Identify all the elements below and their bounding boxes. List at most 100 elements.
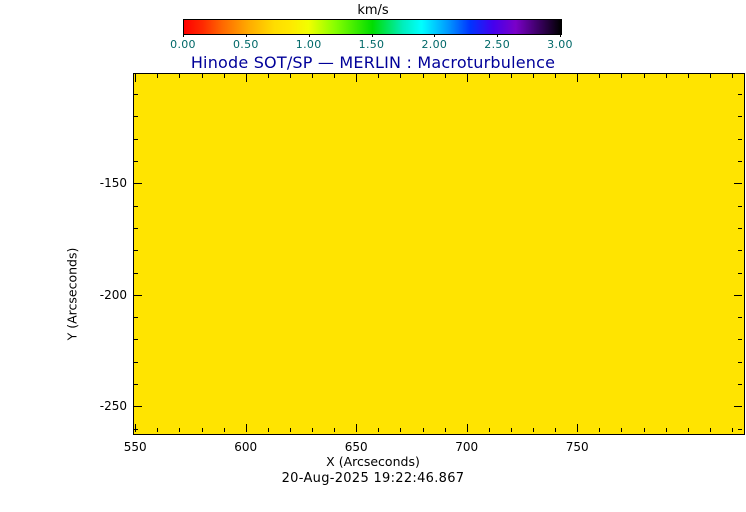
colorbar-tick-label: 1.00 [295,38,322,51]
y-minor-tick-left [134,161,138,163]
x-major-tick-top [356,74,358,82]
x-minor-tick-bottom [201,428,203,432]
x-minor-tick-bottom [687,428,689,432]
x-tick-label: 700 [455,440,479,454]
x-minor-tick-bottom [510,428,512,432]
colorbar-tick-label: 3.00 [547,38,573,51]
x-major-tick-top [466,74,468,82]
x-tick-label: 650 [344,440,368,454]
x-minor-tick-bottom [334,428,336,432]
y-minor-tick-left [134,428,138,430]
x-major-tick-bottom [577,424,579,432]
x-minor-tick-bottom [267,428,269,432]
y-minor-tick-right [738,227,742,229]
x-minor-tick-top [665,74,667,78]
x-minor-tick-bottom [444,428,446,432]
x-minor-tick-bottom [621,428,623,432]
x-minor-tick-bottom [157,428,159,432]
y-minor-tick-right [738,250,742,252]
colorbar-unit-label: km/s [357,3,389,18]
y-tick-label: -150 [99,176,127,191]
x-minor-tick-top [422,74,424,78]
colorbar-tick-mark [183,34,184,37]
y-major-tick-right [734,294,742,296]
x-minor-tick-top [488,74,490,78]
y-minor-tick-right [738,317,742,319]
x-minor-tick-top [510,74,512,78]
x-minor-tick-bottom [599,428,601,432]
y-tick-label: -200 [99,287,127,302]
x-minor-tick-top [179,74,181,78]
x-minor-tick-bottom [533,428,535,432]
x-minor-tick-top [157,74,159,78]
x-minor-tick-bottom [731,428,733,432]
x-minor-tick-bottom [555,428,557,432]
y-minor-tick-left [134,361,138,363]
y-minor-tick-left [134,205,138,207]
y-minor-tick-right [738,339,742,341]
x-major-tick-bottom [135,424,137,432]
y-minor-tick-right [738,138,742,140]
x-minor-tick-top [533,74,535,78]
x-minor-tick-top [709,74,711,78]
colorbar-tick-mark [497,34,499,37]
y-minor-tick-left [134,138,138,140]
x-major-tick-bottom [245,424,247,432]
colorbar-tick-mark [245,34,247,37]
y-minor-tick-left [134,383,138,385]
x-minor-tick-bottom [179,428,181,432]
x-axis-label: X (Arcseconds) [326,454,420,469]
colorbar-tick-label: 0.00 [170,38,196,51]
y-minor-tick-left [134,227,138,229]
y-minor-tick-left [134,339,138,341]
y-minor-tick-left [134,317,138,319]
x-minor-tick-top [643,74,645,78]
y-minor-tick-right [738,383,742,385]
x-minor-tick-top [687,74,689,78]
x-tick-label: 600 [234,440,258,454]
x-minor-tick-top [444,74,446,78]
y-minor-tick-right [738,361,742,363]
x-major-tick-top [577,74,579,82]
y-major-tick-right [734,406,742,408]
x-tick-label: 550 [123,440,147,454]
x-tick-label: 750 [565,440,589,454]
x-minor-tick-top [378,74,380,78]
x-major-tick-top [135,74,137,82]
y-major-tick-left [134,294,142,296]
x-minor-tick-top [312,74,314,78]
colorbar-tick-mark [560,34,561,37]
y-minor-tick-right [738,272,742,274]
x-minor-tick-bottom [378,428,380,432]
y-major-tick-right [734,183,742,185]
colorbar-tick-label: 2.00 [421,38,448,51]
colorbar-tick-mark [308,34,310,37]
colorbar-tick-label: 2.50 [484,38,511,51]
x-major-tick-bottom [466,424,468,432]
y-tick-label: -250 [99,399,127,414]
colorbar-gradient [183,19,562,35]
x-minor-tick-top [289,74,291,78]
x-minor-tick-bottom [422,428,424,432]
x-major-tick-bottom [356,424,358,432]
y-major-tick-left [134,183,142,185]
y-minor-tick-left [134,94,138,96]
x-minor-tick-bottom [488,428,490,432]
colorbar-tick-label: 0.50 [232,38,259,51]
y-minor-tick-left [134,272,138,274]
x-major-tick-top [245,74,247,82]
plot-title: Hinode SOT/SP — MERLIN : Macroturbulence [190,53,556,72]
y-minor-tick-left [134,250,138,252]
x-minor-tick-bottom [643,428,645,432]
x-minor-tick-top [334,74,336,78]
x-minor-tick-top [400,74,402,78]
x-minor-tick-bottom [709,428,711,432]
plot-area [133,73,745,435]
colorbar-tick-label: 1.50 [358,38,385,51]
y-minor-tick-right [738,205,742,207]
x-minor-tick-top [223,74,225,78]
x-minor-tick-bottom [312,428,314,432]
x-minor-tick-bottom [223,428,225,432]
x-minor-tick-top [555,74,557,78]
